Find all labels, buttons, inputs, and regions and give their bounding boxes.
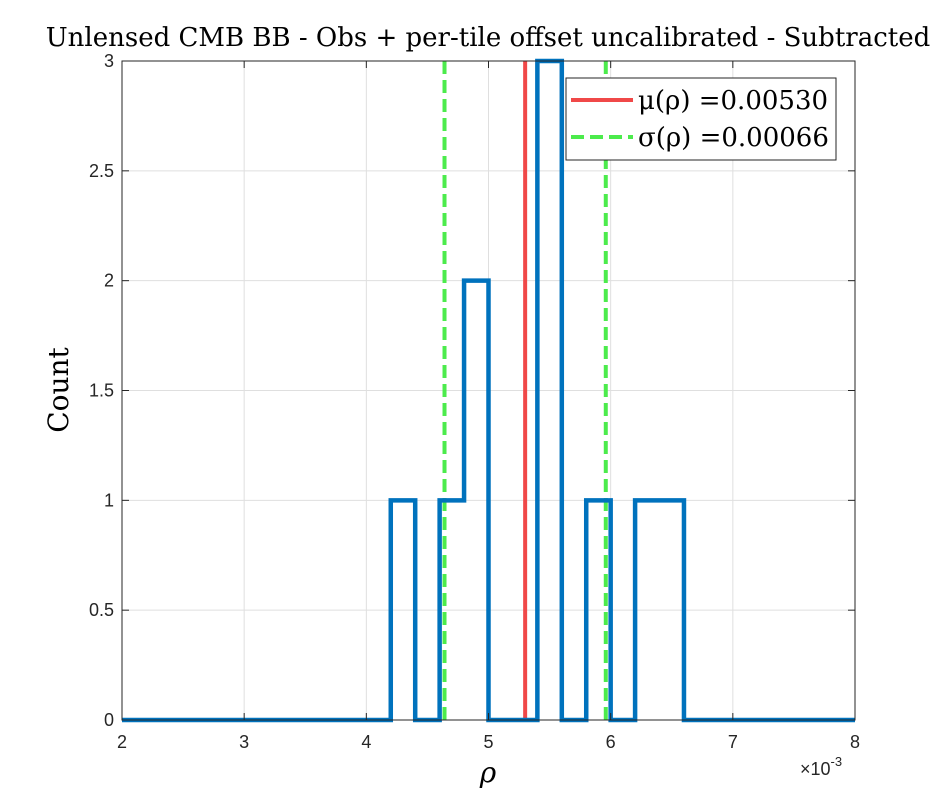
y-tick-label: 2 xyxy=(104,271,114,291)
y-tick-label: 2.5 xyxy=(89,161,114,181)
x-tick-label: 4 xyxy=(361,732,371,752)
y-tick-label: 0.5 xyxy=(89,600,114,620)
x-tick-label: 8 xyxy=(850,732,860,752)
y-axis-label: Count xyxy=(42,346,75,432)
x-tick-label: 5 xyxy=(483,732,493,752)
x-axis-multiplier: ×10-3 xyxy=(800,754,842,779)
reference-lines xyxy=(442,61,608,720)
x-tick-label: 2 xyxy=(117,732,127,752)
chart-title: Unlensed CMB BB - Obs + per-tile offset … xyxy=(46,23,930,53)
x-tick-label: 6 xyxy=(606,732,616,752)
y-tick-label: 1.5 xyxy=(89,381,114,401)
y-tick-label: 0 xyxy=(104,710,114,730)
legend-sigma-label: σ(ρ) =0.00066 xyxy=(638,123,829,153)
legend-mean-label: μ(ρ) =0.00530 xyxy=(638,86,828,116)
x-tick-label: 3 xyxy=(239,732,249,752)
legend-box xyxy=(565,77,837,161)
tick-marks xyxy=(121,60,856,721)
y-tick-label: 3 xyxy=(104,51,114,71)
x-tick-labels: 2 3 4 5 6 7 8 xyxy=(117,732,860,752)
x-tick-label: 7 xyxy=(728,732,738,752)
x-axis-multiplier-base: ×10 xyxy=(800,759,831,779)
x-axis-multiplier-exponent: -3 xyxy=(831,754,843,769)
y-tick-labels: 0 0.5 1 1.5 2 2.5 3 xyxy=(89,51,114,730)
x-axis-label: ρ xyxy=(479,756,497,789)
y-tick-label: 1 xyxy=(104,490,114,510)
legend: μ(ρ) =0.00530 σ(ρ) =0.00066 xyxy=(565,77,837,161)
